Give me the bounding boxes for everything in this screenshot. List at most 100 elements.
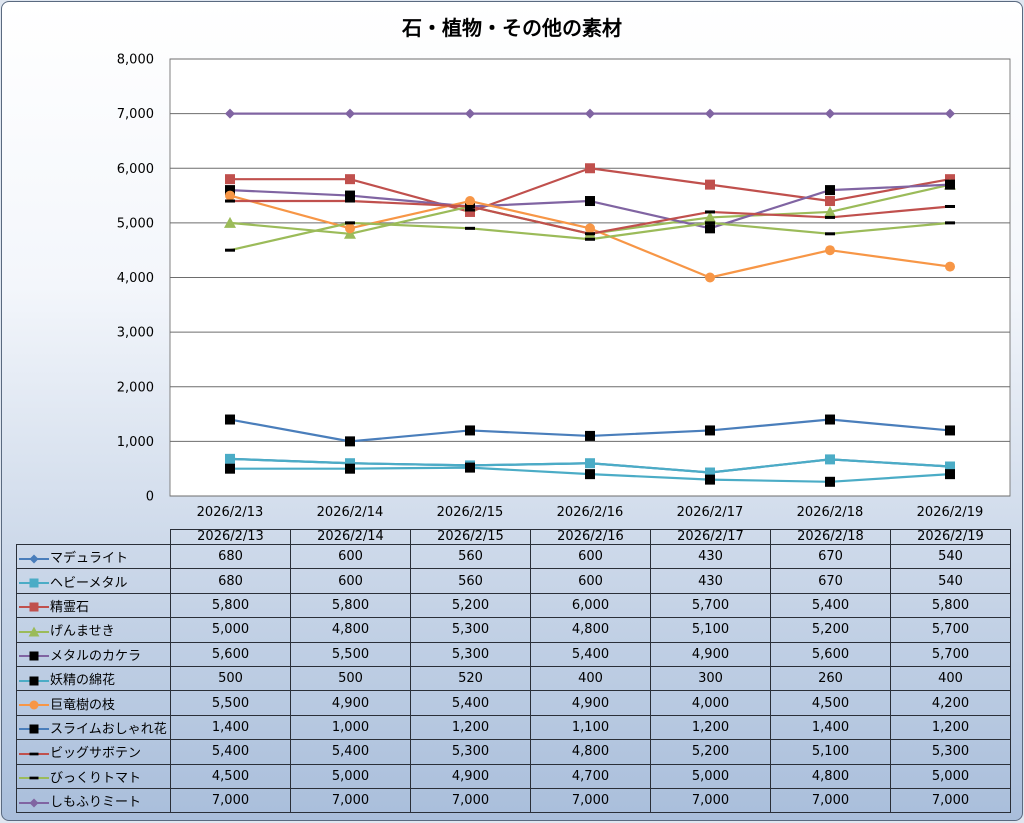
legend-key-icon — [19, 602, 49, 612]
data-point — [585, 458, 595, 469]
data-point — [225, 174, 235, 185]
data-point — [224, 216, 236, 228]
series-group — [225, 108, 955, 119]
series-name-cell: げんませき — [16, 617, 171, 643]
data-point — [704, 211, 716, 223]
table-header-cell: 2026/2/17 — [650, 529, 771, 545]
series-group — [225, 414, 955, 447]
chart-title: 石・植物・その他の素材 — [402, 16, 622, 40]
data-point — [345, 221, 355, 225]
table-value-cell: 4,500 — [170, 763, 291, 789]
table-value-cell: 5,800 — [290, 592, 411, 619]
table-value-cell: 5,300 — [890, 739, 1011, 765]
x-tick-label: 2026/2/14 — [317, 505, 384, 520]
table-header-cell: 2026/2/19 — [890, 529, 1011, 545]
series-name: しもふりミート — [50, 795, 142, 811]
table-value-cell: 600 — [290, 543, 411, 570]
series-group — [225, 190, 955, 283]
table-value-cell: 5,000 — [890, 763, 1011, 789]
table-value-cell: 400 — [890, 665, 1011, 692]
x-tick-label: 2026/2/17 — [677, 505, 744, 520]
table-value-cell: 7,000 — [770, 787, 891, 814]
table-value-cell: 4,900 — [290, 690, 411, 716]
table-value-cell: 4,800 — [530, 617, 651, 643]
table-row: 精霊石 5,800 5,800 5,200 6,000 5,700 5,400 5,800 — [16, 592, 1011, 619]
x-tick-label: 2026/2/18 — [797, 505, 864, 520]
table-value-cell: 5,700 — [650, 592, 771, 619]
legend-marker — [29, 776, 39, 780]
series-name: マデュライト — [50, 551, 129, 567]
data-point — [705, 223, 715, 234]
table-row: マデュライト 680 600 560 600 430 670 540 — [16, 543, 1011, 570]
data-point — [345, 436, 355, 447]
table-value-cell: 600 — [530, 543, 651, 570]
table-header-cell: 2026/2/15 — [410, 529, 531, 545]
legend-key-icon — [19, 578, 49, 588]
table-value-cell: 5,500 — [170, 690, 291, 716]
table-value-cell: 5,800 — [890, 592, 1011, 619]
legend-key-icon — [19, 724, 49, 734]
table-header-row: 2026/2/13 2026/2/14 2026/2/15 2026/2/16 2026… — [17, 529, 1011, 545]
table-value-cell: 400 — [530, 665, 651, 692]
data-point — [225, 453, 235, 464]
table-value-cell: 5,000 — [290, 763, 411, 789]
table-value-cell: 1,200 — [650, 714, 771, 741]
data-point — [345, 108, 355, 119]
table-header-cell: 2026/2/14 — [290, 529, 411, 545]
table-value-cell: 680 — [170, 568, 291, 594]
data-point — [585, 430, 595, 441]
y-tick-label: 0 — [146, 490, 154, 505]
table-value-cell: 1,100 — [530, 714, 651, 741]
table-value-cell: 540 — [890, 543, 1011, 570]
data-point — [945, 261, 955, 272]
data-point — [585, 469, 595, 480]
series-name: 精霊石 — [50, 599, 90, 615]
table-value-cell: 520 — [410, 665, 531, 692]
table-value-cell: 7,000 — [530, 787, 651, 814]
table-row: びっくりトマト 4,500 5,000 4,900 4,700 5,000 4,800 5,0… — [16, 763, 1011, 789]
data-point — [945, 204, 955, 208]
series-name-cell: スライムおしゃれ花 — [16, 714, 171, 741]
table-value-cell: 5,400 — [290, 739, 411, 765]
table-row: メタルのカケラ 5,600 5,500 5,300 5,400 4,900 5,600 5,7… — [16, 641, 1011, 667]
table-value-cell: 1,400 — [170, 714, 291, 741]
table-value-cell: 4,900 — [530, 690, 651, 716]
y-tick-label: 7,000 — [117, 107, 154, 122]
data-point — [705, 108, 715, 119]
table-corner — [17, 530, 171, 545]
data-point — [585, 108, 595, 119]
data-point — [825, 414, 835, 425]
series-name: びっくりトマト — [50, 770, 142, 786]
data-point — [585, 163, 595, 174]
legend-key-icon — [19, 798, 49, 808]
data-point — [945, 108, 955, 119]
table-value-cell: 670 — [770, 568, 891, 594]
data-point — [705, 221, 715, 225]
table-value-cell: 5,100 — [770, 739, 891, 765]
table-value-cell: 600 — [530, 568, 651, 594]
series-name: 妖精の綿花 — [50, 673, 116, 689]
table-row: ヘビーメタル 680 600 560 600 430 670 540 — [16, 568, 1011, 594]
table-value-cell: 7,000 — [890, 787, 1011, 814]
data-point — [705, 179, 715, 190]
table-value-cell: 5,300 — [410, 641, 531, 667]
series-name-cell: びっくりトマト — [16, 763, 171, 789]
table-value-cell: 260 — [770, 665, 891, 692]
table-value-cell: 1,200 — [410, 714, 531, 741]
table-header-cell: 2026/2/16 — [530, 529, 651, 545]
table-row: げんませき 5,000 4,800 5,300 4,800 5,100 5,200 5,700 — [16, 617, 1011, 643]
table-value-cell: 500 — [170, 665, 291, 692]
series-name: スライムおしゃれ花 — [50, 721, 167, 737]
table-value-cell: 1,000 — [290, 714, 411, 741]
table-value-cell: 5,300 — [410, 617, 531, 643]
table-value-cell: 680 — [170, 543, 291, 570]
data-point — [945, 425, 955, 436]
table-value-cell: 5,600 — [770, 641, 891, 667]
table-value-cell: 4,800 — [770, 763, 891, 789]
table-value-cell: 560 — [410, 568, 531, 594]
table-value-cell: 5,100 — [650, 617, 771, 643]
x-tick-label: 2026/2/15 — [437, 505, 504, 520]
legend-marker — [28, 626, 40, 637]
legend-marker — [29, 700, 39, 710]
series-name-cell: ヘビーメタル — [16, 568, 171, 594]
